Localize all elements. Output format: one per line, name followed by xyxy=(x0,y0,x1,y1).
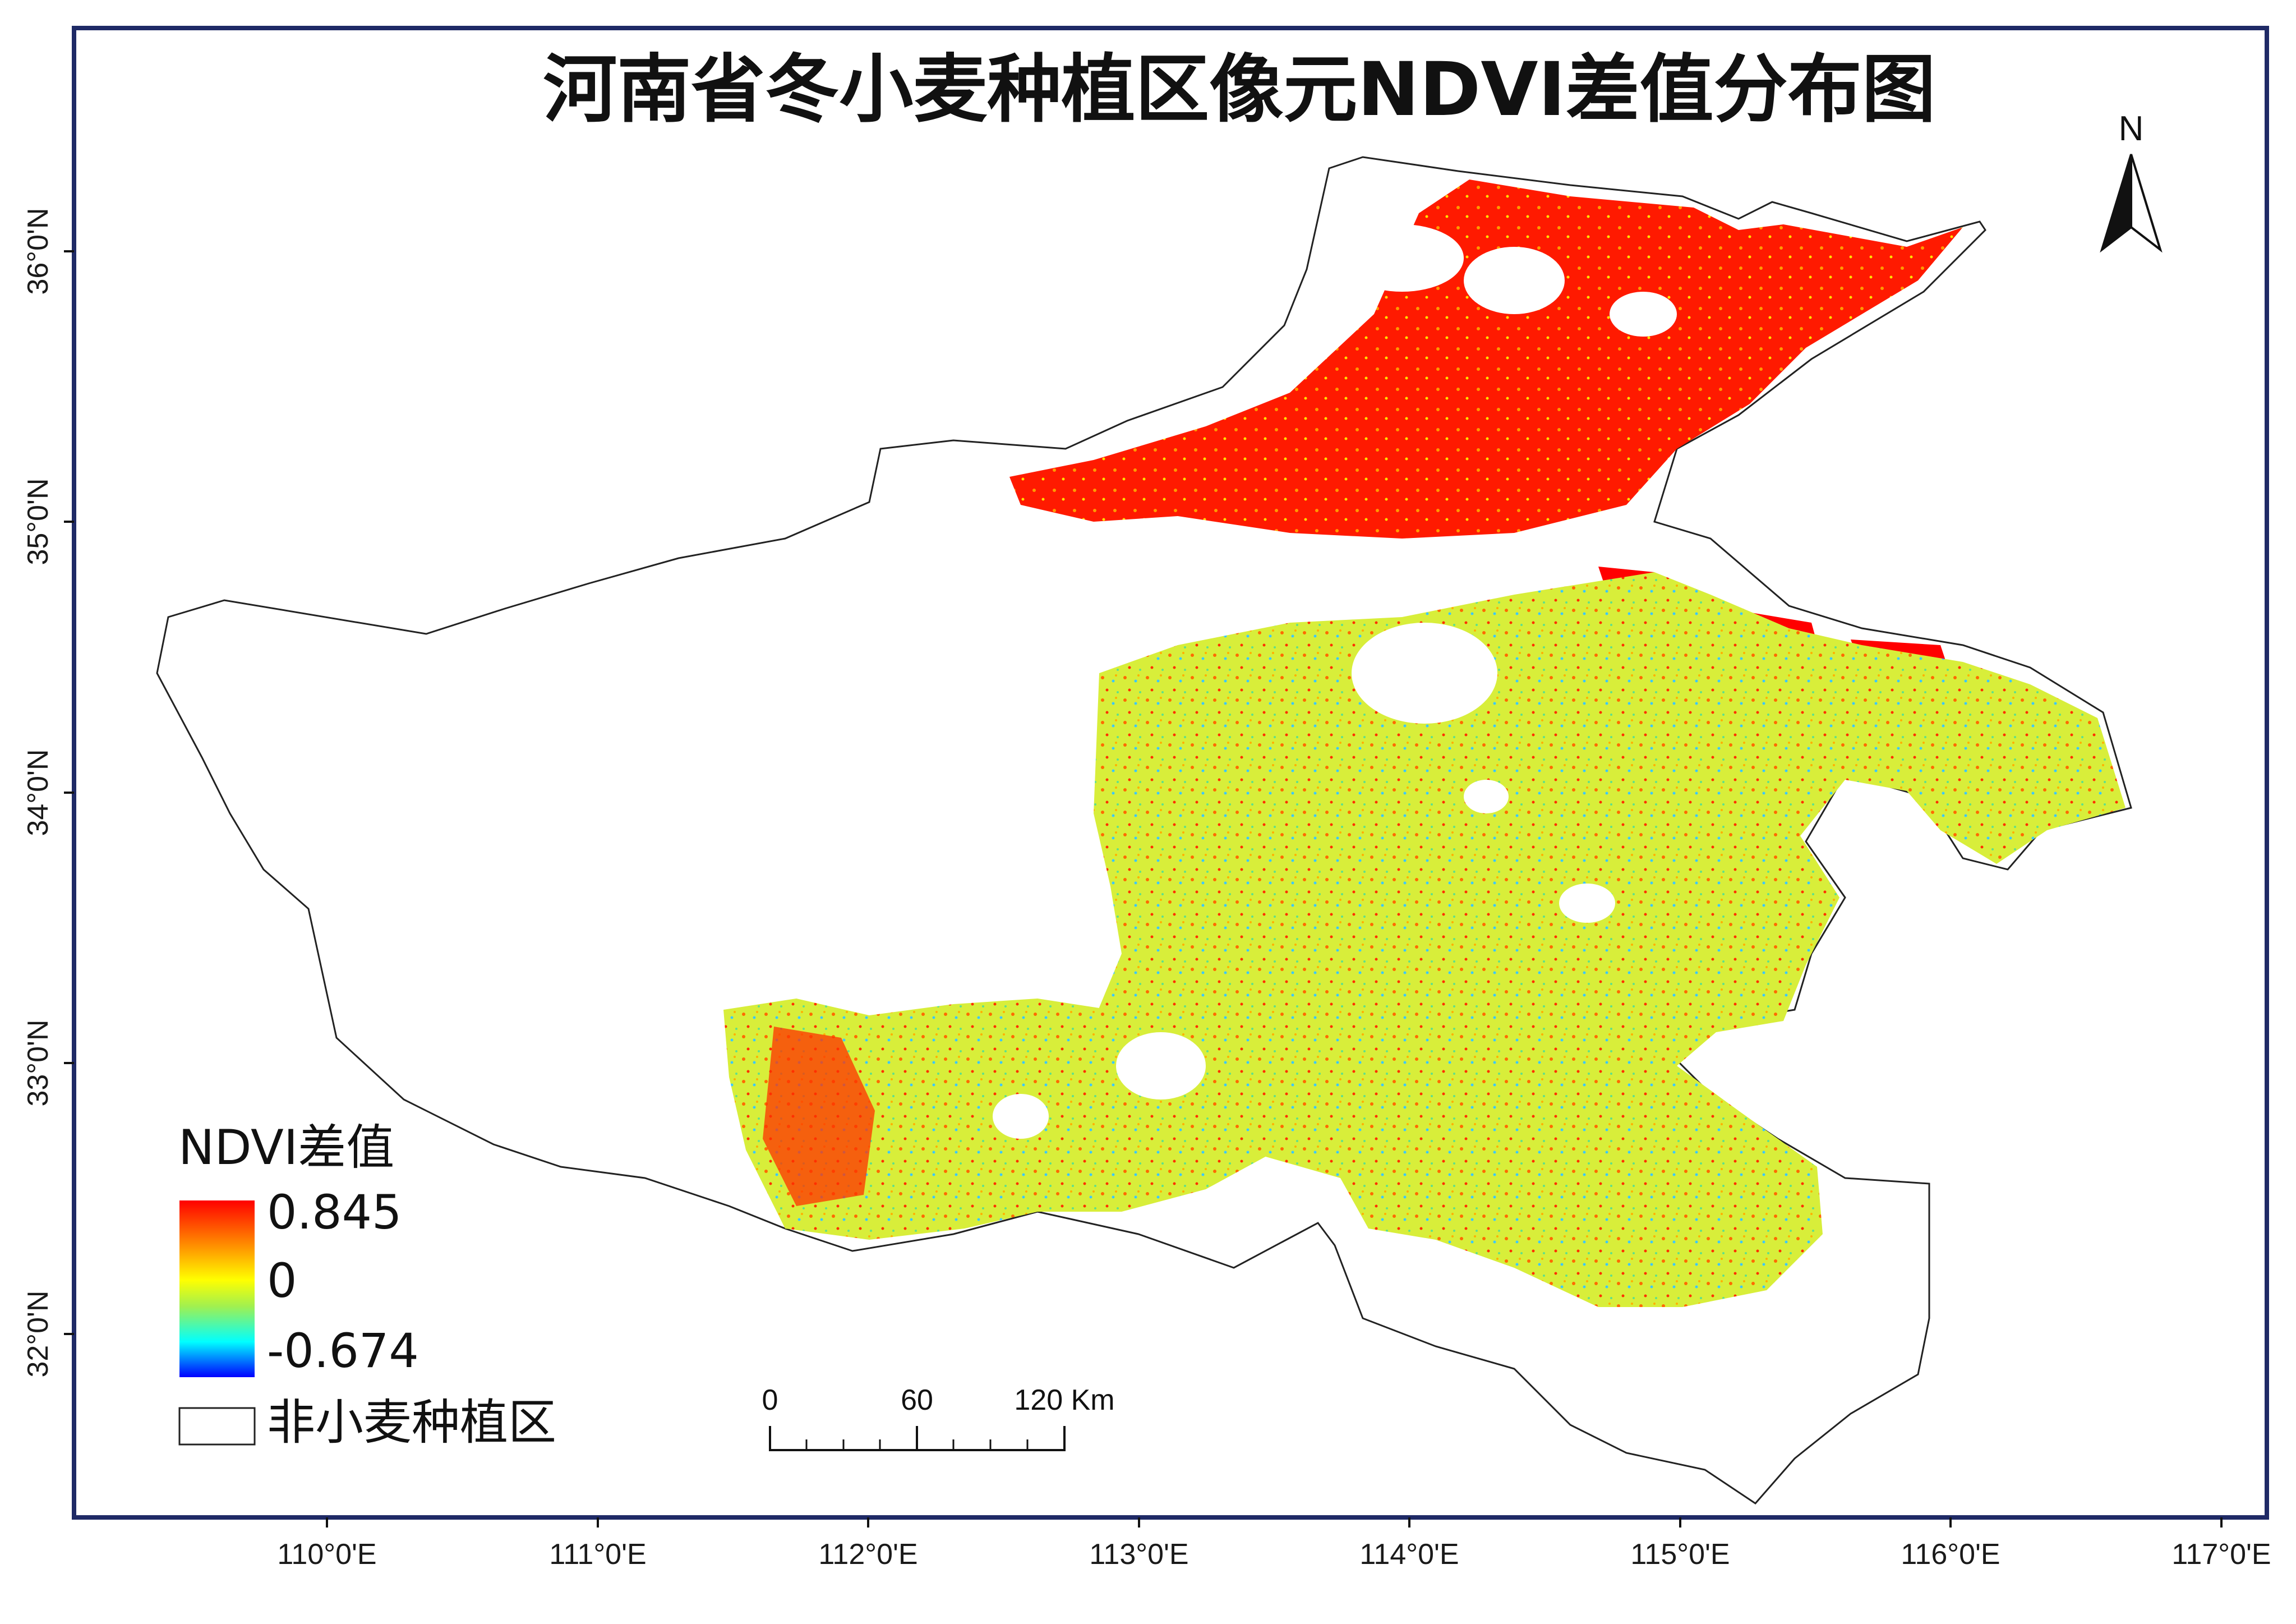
legend-nodata-label: 非小麦种植区 xyxy=(267,1395,556,1451)
legend-min-label: -0.674 xyxy=(267,1323,419,1378)
scale-bar: 0 60 120 Km xyxy=(762,1384,1115,1451)
longitude-axis: 110°0'E 111°0'E 112°0'E 113°0'E 114°0'E … xyxy=(277,1517,2271,1571)
lon-tick-label: 117°0'E xyxy=(2171,1538,2271,1571)
lon-tick-label: 115°0'E xyxy=(1630,1538,1730,1571)
legend-color-ramp xyxy=(179,1200,255,1377)
legend-nodata-swatch xyxy=(178,1407,256,1446)
north-arrow: N xyxy=(2100,109,2163,253)
lon-tick-label: 113°0'E xyxy=(1089,1538,1188,1571)
lon-tick-label: 114°0'E xyxy=(1359,1538,1459,1571)
legend-title: NDVI差值 xyxy=(178,1120,394,1176)
lat-tick-label: 32°0'N xyxy=(22,1290,54,1377)
north-label: N xyxy=(2119,109,2144,148)
lat-tick-label: 36°0'N xyxy=(22,208,54,295)
ndvi-raster xyxy=(723,180,2126,1307)
scale-label: 0 xyxy=(762,1384,778,1416)
lat-tick-label: 35°0'N xyxy=(22,478,54,565)
lat-tick-label: 33°0'N xyxy=(22,1019,54,1106)
legend-mid-label: 0 xyxy=(267,1253,297,1308)
lon-tick-label: 111°0'E xyxy=(549,1538,646,1571)
lon-tick-label: 110°0'E xyxy=(277,1538,376,1571)
scale-label: 120 Km xyxy=(1014,1384,1114,1416)
legend: NDVI差值 0.845 0 -0.674 非小麦种植区 xyxy=(178,1120,556,1451)
lon-tick-label: 116°0'E xyxy=(1901,1538,2000,1571)
lon-tick-label: 112°0'E xyxy=(818,1538,918,1571)
map-title: 河南省冬小麦种植区像元NDVI差值分布图 xyxy=(543,47,1935,133)
legend-max-label: 0.845 xyxy=(267,1185,402,1240)
latitude-axis: 36°0'N 35°0'N 34°0'N 33°0'N 32°0'N xyxy=(22,208,74,1378)
scale-label: 60 xyxy=(901,1384,933,1416)
lat-tick-label: 34°0'N xyxy=(22,749,54,836)
